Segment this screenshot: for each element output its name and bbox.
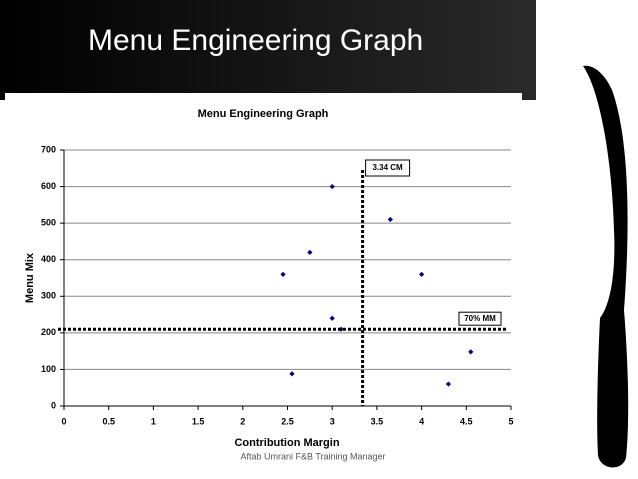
point xyxy=(468,349,474,355)
point xyxy=(445,381,452,387)
y-tick-label: 100 xyxy=(41,364,56,374)
point xyxy=(307,249,313,255)
y-axis-label: Menu Mix xyxy=(24,252,36,303)
footer: Aftab Umrani F&B Training Manager xyxy=(240,451,385,461)
x-tick-label: 3 xyxy=(330,416,335,426)
x-axis-label: Contribution Margin xyxy=(234,437,339,449)
x-tick-label: 1 xyxy=(151,416,156,426)
plot: 0 100 200 300 400 500 600 700 0 0.5 1 1.5 2 2.5 3 3.5 4 4… xyxy=(41,144,514,426)
x-tick-label: 2.5 xyxy=(281,416,294,426)
x-tick-label: 0 xyxy=(61,416,66,426)
x-tick-label: 5 xyxy=(508,416,513,426)
chart-title: Menu Engineering Graph xyxy=(198,108,329,120)
y-tick-label: 400 xyxy=(41,254,56,264)
reference-label: 70% MM xyxy=(464,314,496,323)
knife-icon xyxy=(583,65,629,468)
point xyxy=(329,183,335,190)
slide-title: Menu Engineering Graph xyxy=(88,24,423,57)
y-tick-label: 700 xyxy=(41,144,56,154)
header-band xyxy=(0,0,536,100)
chart-area xyxy=(5,93,522,460)
x-tick-label: 0.5 xyxy=(102,416,115,426)
point xyxy=(289,371,295,377)
reference-label-box xyxy=(458,311,502,326)
y-tick-label: 0 xyxy=(51,400,56,410)
x-tick-label: 1.5 xyxy=(192,416,205,426)
point xyxy=(329,315,335,321)
y-tick-label: 500 xyxy=(41,218,56,228)
y-tick-label: 600 xyxy=(41,181,56,191)
reference-label-box xyxy=(365,159,411,177)
point xyxy=(280,271,286,277)
point xyxy=(338,326,344,332)
y-tick-label: 200 xyxy=(41,327,56,337)
x-tick-label: 2 xyxy=(240,416,245,426)
x-tick-label: 4.5 xyxy=(460,416,473,426)
point xyxy=(387,216,393,223)
point xyxy=(419,271,425,277)
x-tick-label: 4 xyxy=(419,416,424,426)
reference-label: 3.34 CM xyxy=(372,163,403,172)
y-tick-label: 300 xyxy=(41,291,56,301)
x-tick-label: 3.5 xyxy=(371,416,384,426)
